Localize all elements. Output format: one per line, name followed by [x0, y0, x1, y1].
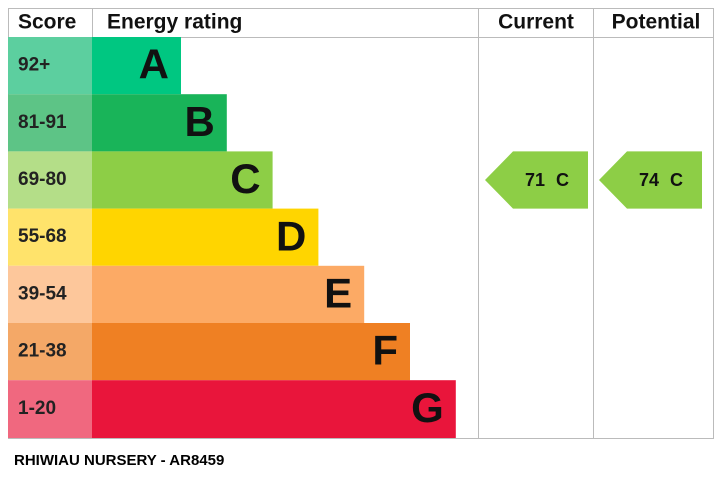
score-cell	[8, 94, 92, 152]
score-label: 21-38	[18, 341, 67, 362]
score-label: 55-68	[18, 226, 67, 247]
current-letter: C	[556, 170, 569, 190]
score-cell	[8, 151, 92, 209]
rating-letter: C	[230, 155, 260, 202]
score-label: 92+	[18, 55, 50, 76]
score-cell	[8, 37, 92, 95]
header-current: Current	[498, 11, 574, 34]
rating-bar	[92, 323, 410, 381]
score-cell	[8, 265, 92, 323]
current-arrow	[485, 151, 588, 209]
rating-letter: F	[372, 327, 398, 374]
potential-value: 74	[639, 170, 659, 190]
score-cell	[8, 323, 92, 381]
score-label: 1-20	[18, 398, 56, 419]
rating-bar	[92, 151, 273, 209]
score-label: 69-80	[18, 169, 67, 190]
header-score: Score	[18, 11, 76, 34]
header-rating: Energy rating	[107, 11, 242, 34]
potential-letter: C	[670, 170, 683, 190]
rating-letter: A	[139, 41, 169, 88]
rating-letter: B	[184, 98, 214, 145]
rating-bar	[92, 37, 181, 95]
header-potential: Potential	[612, 11, 701, 34]
rating-bar	[92, 94, 227, 152]
score-cell	[8, 208, 92, 266]
rating-bar	[92, 380, 456, 438]
rating-bar	[92, 265, 365, 323]
rating-letter: D	[276, 212, 306, 259]
footer: RHIWIAU NURSERY - AR8459	[14, 452, 224, 469]
rating-letter: G	[411, 384, 444, 431]
potential-arrow	[599, 151, 702, 209]
current-value: 71	[525, 170, 545, 190]
score-label: 81-91	[18, 112, 67, 133]
rating-bar	[92, 208, 319, 266]
score-label: 39-54	[18, 283, 67, 304]
rating-letter: E	[324, 269, 352, 316]
score-cell	[8, 380, 92, 438]
